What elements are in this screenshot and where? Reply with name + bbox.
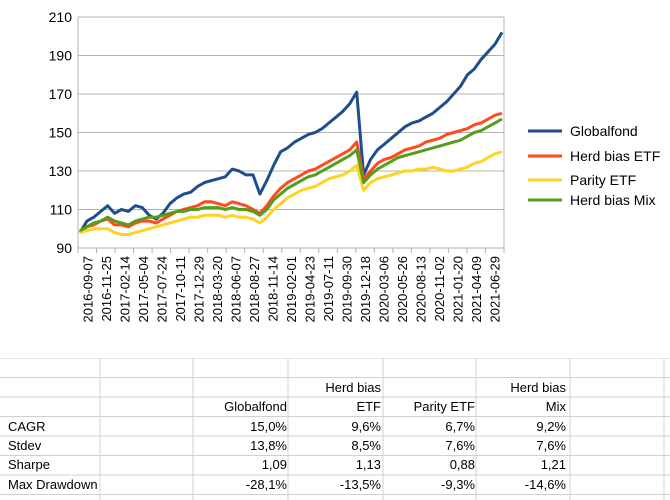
header-line2-col2: ETF xyxy=(356,399,381,414)
x-tick-label: 2019-04-23 xyxy=(303,256,318,323)
x-tick-label: 2016-11-25 xyxy=(99,256,114,322)
row-label-max-drawdown: Max Drawdown xyxy=(8,477,98,492)
legend-label: Herd bias ETF xyxy=(570,148,660,164)
table-cell: 13,8% xyxy=(250,438,287,453)
x-tick-label: 2020-03-06 xyxy=(377,256,392,323)
series-line-3 xyxy=(79,117,503,233)
x-tick-label: 2017-12-29 xyxy=(191,256,206,323)
legend-label: Herd bias Mix xyxy=(570,192,656,208)
y-tick-label: 170 xyxy=(49,86,73,102)
table-cell: 6,7% xyxy=(445,419,475,434)
chart-series xyxy=(78,31,504,236)
x-tick-label: 2017-10-11 xyxy=(173,256,188,322)
legend-label: Globalfond xyxy=(570,123,638,139)
legend-label: Parity ETF xyxy=(570,172,636,188)
x-tick-label: 2021-04-09 xyxy=(469,256,484,323)
row-label-cagr: CAGR xyxy=(8,419,46,434)
x-tick-label: 2018-03-20 xyxy=(210,256,225,323)
x-tick-label: 2021-06-29 xyxy=(488,256,503,323)
x-tick-label: 2017-07-24 xyxy=(154,256,169,323)
y-tick-label: 130 xyxy=(49,163,73,179)
y-tick-label: 150 xyxy=(49,125,73,141)
chart-gridlines xyxy=(77,16,505,253)
series-line-1 xyxy=(79,111,503,234)
row-label-sharpe: Sharpe xyxy=(8,457,50,472)
table-cell: -28,1% xyxy=(245,477,287,492)
table-cell: 15,0% xyxy=(250,419,287,434)
table-cell: -14,6% xyxy=(524,477,566,492)
x-tick-label: 2020-11-02 xyxy=(432,256,447,322)
table-cell: -9,3% xyxy=(441,477,475,492)
x-tick-label: 2020-05-26 xyxy=(395,256,410,323)
x-tick-label: 2016-09-07 xyxy=(80,256,95,323)
header-line1-col4: Herd bias xyxy=(510,380,566,395)
x-tick-label: 2018-11-14 xyxy=(265,256,280,322)
x-tick-label: 2018-06-07 xyxy=(228,256,243,323)
y-axis-ticks: 90 110 130 150 170 190 210 xyxy=(49,9,73,256)
header-line2-col4: Mix xyxy=(545,399,566,414)
x-tick-label: 2017-05-04 xyxy=(136,256,151,323)
x-tick-label: 2019-02-01 xyxy=(284,256,299,323)
x-tick-label: 2019-09-30 xyxy=(340,256,355,323)
x-tick-label: 2019-12-18 xyxy=(358,256,373,323)
chart-legend: Globalfond Herd bias ETF Parity ETF Herd bi… xyxy=(528,123,660,208)
table-cell: 9,2% xyxy=(536,419,566,434)
header-line2-col1: Globalfond xyxy=(224,399,287,414)
y-tick-label: 190 xyxy=(49,48,73,64)
row-label-stdev: Stdev xyxy=(8,438,42,453)
y-tick-label: 210 xyxy=(49,9,73,25)
table-cell: 7,6% xyxy=(445,438,475,453)
table-cell: 7,6% xyxy=(536,438,566,453)
table-cell: 1,09 xyxy=(261,457,287,472)
header-line1-col2: Herd bias xyxy=(325,380,381,395)
x-tick-label: 2019-07-11 xyxy=(321,256,336,322)
x-tick-label: 2017-02-14 xyxy=(117,256,132,323)
header-line2-col3: Parity ETF xyxy=(413,399,475,414)
table-cell: 8,5% xyxy=(351,438,381,453)
y-tick-label: 110 xyxy=(50,202,73,218)
x-axis-ticks: 2016-09-07 2016-11-25 2017-02-14 2017-05-04… xyxy=(80,256,502,323)
table-cell: 0,88 xyxy=(449,457,475,472)
y-tick-label: 90 xyxy=(56,240,72,256)
series-line-2 xyxy=(79,150,503,236)
table-cell: 1,21 xyxy=(540,457,566,472)
x-tick-label: 2020-08-13 xyxy=(414,256,429,323)
table-cell: 1,13 xyxy=(355,457,381,472)
x-tick-label: 2018-08-27 xyxy=(247,256,262,323)
table-cell: -13,5% xyxy=(339,477,381,492)
table-cell: 9,6% xyxy=(351,419,381,434)
x-tick-label: 2021-01-20 xyxy=(451,256,466,323)
line-chart: 90 110 130 150 170 190 210 2016-09-07 2016-11-2… xyxy=(48,9,661,323)
